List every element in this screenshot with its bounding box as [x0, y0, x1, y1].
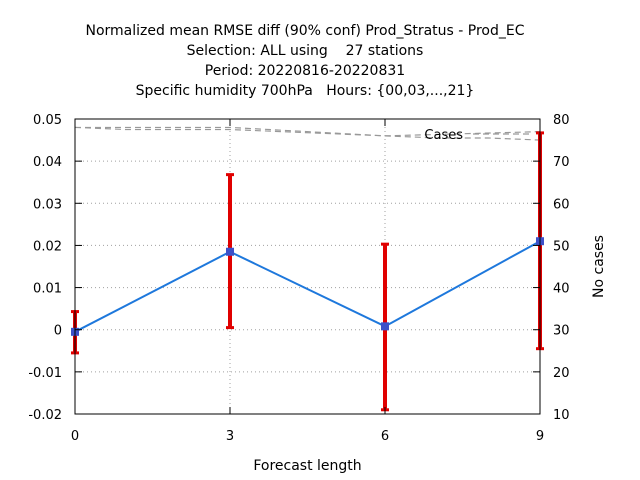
- x-tick-label: 3: [226, 429, 234, 444]
- y-tick-label: 0.03: [33, 197, 62, 212]
- title-line-3: Period: 20220816-20220831: [205, 63, 405, 79]
- title-line-4: Specific humidity 700hPa Hours: {00,03,.…: [136, 83, 475, 99]
- y2-tick-label: 40: [553, 282, 570, 297]
- y-tick-label: 0.04: [33, 155, 62, 170]
- y2-tick-label: 60: [553, 197, 570, 212]
- y-tick-label: 0: [54, 324, 62, 339]
- y2-tick-label: 50: [553, 239, 570, 254]
- y2-tick-label: 30: [553, 324, 570, 339]
- y-tick-label: 0.05: [33, 113, 62, 128]
- data-point: [381, 322, 389, 331]
- y2-tick-label: 20: [553, 366, 570, 381]
- y2-tick-label: 80: [553, 113, 570, 128]
- chart-title: Normalized mean RMSE diff (90% conf) Pro…: [86, 23, 525, 99]
- cases-line: [75, 126, 541, 137]
- grid: [75, 119, 540, 414]
- x-axis-label: Forecast length: [253, 458, 361, 474]
- y2-tick-label: 10: [553, 408, 570, 423]
- y2-tick-label: 70: [553, 155, 570, 170]
- data-point: [226, 247, 234, 256]
- y-tick-label: -0.01: [28, 366, 62, 381]
- y-tick-label: 0.02: [33, 239, 62, 254]
- x-tick-label: 6: [381, 429, 389, 444]
- axis-ticks: -0.02-0.0100.010.020.030.040.05102030405…: [28, 113, 569, 444]
- y-tick-label: -0.02: [28, 408, 62, 423]
- legend-label-cases: Cases: [424, 128, 463, 143]
- main-series: [71, 131, 544, 412]
- y2-axis-label: No cases: [591, 235, 607, 298]
- title-line-1: Normalized mean RMSE diff (90% conf) Pro…: [86, 23, 525, 39]
- legend: Cases: [424, 128, 533, 143]
- x-tick-label: 0: [71, 429, 79, 444]
- title-line-2: Selection: ALL using 27 stations: [187, 43, 424, 59]
- cases-line: [74, 126, 541, 141]
- cases-series: [74, 126, 541, 141]
- plot-frame: [74, 118, 541, 415]
- x-tick-label: 9: [536, 429, 544, 444]
- mean-diff-line: [74, 240, 541, 333]
- y-tick-label: 0.01: [33, 282, 62, 297]
